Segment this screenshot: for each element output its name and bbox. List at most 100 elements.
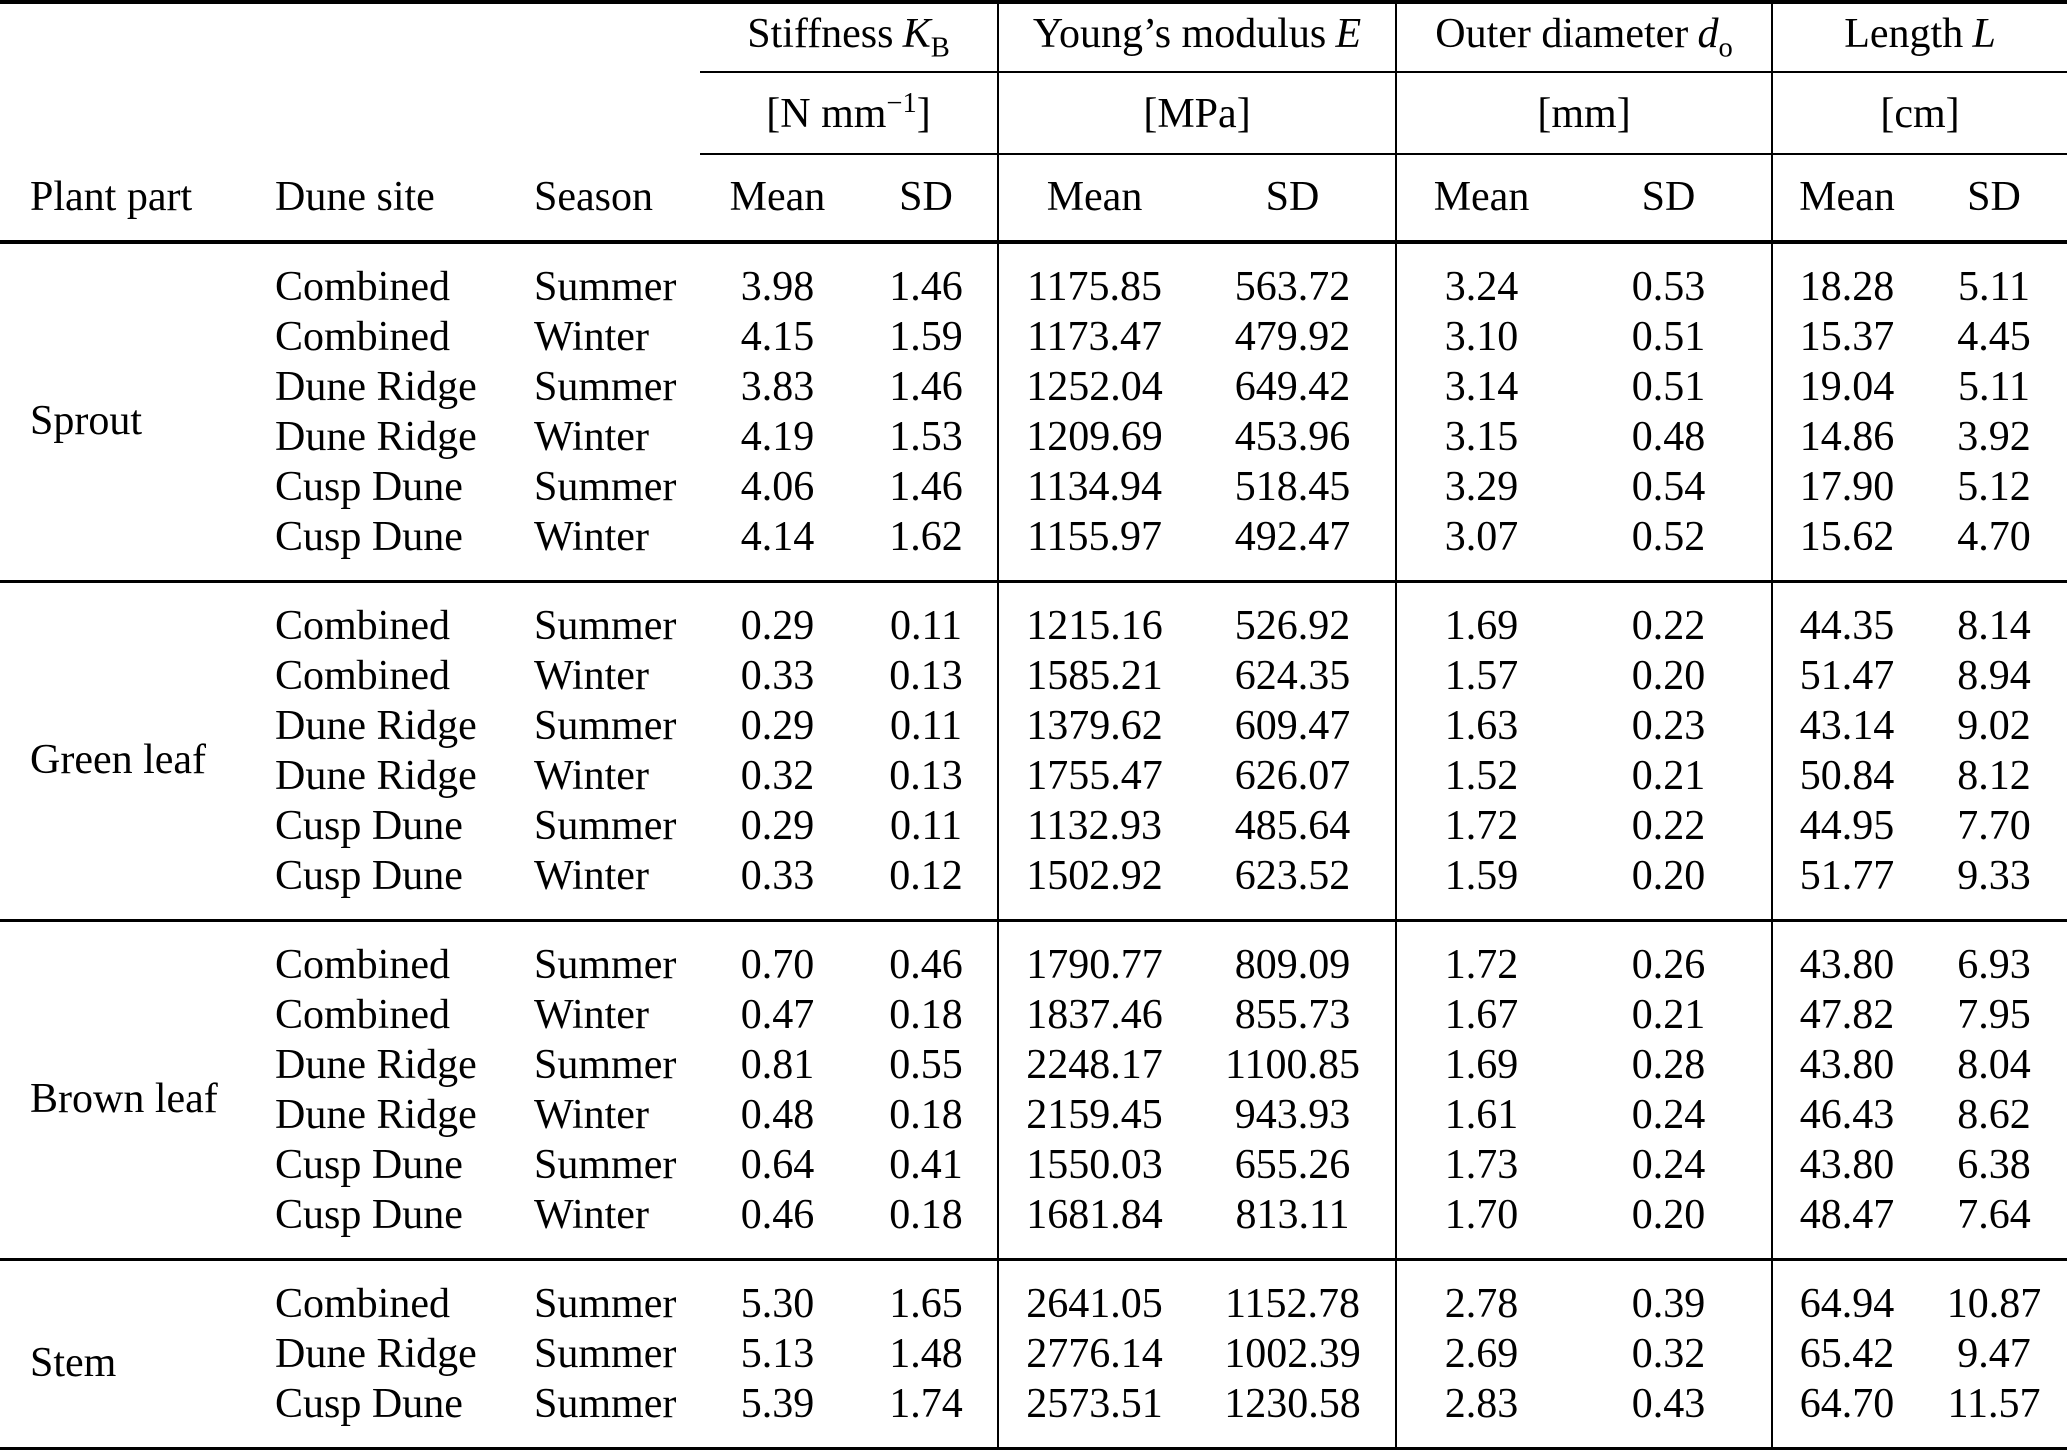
stiffness-sd-cell: 0.11 xyxy=(890,802,962,849)
youngs-sd-cell: 809.09 xyxy=(1190,919,1397,990)
youngs-mean-cell: 1252.04 xyxy=(997,362,1191,412)
dune-site-cell: Cusp Dune xyxy=(275,1191,463,1238)
table-row: Cusp Dune Winter 4.14 1.62 1155.97 492.47 3.07… xyxy=(0,512,2067,582)
diameter-sd-cell: 0.51 xyxy=(1631,313,1706,360)
stiffness-sd-cell: 0.41 xyxy=(889,1141,963,1188)
stiffness-mean-cell: 0.81 xyxy=(740,1041,815,1088)
diameter-sd-cell: 0.53 xyxy=(1631,263,1706,310)
diameter-mean-cell: 3.07 xyxy=(1395,512,1567,582)
plant-part-cell: Sprout xyxy=(30,397,143,444)
length-mean-cell: 43.80 xyxy=(1771,1140,1922,1190)
table-body: Sprout Combined Summer 3.98 1.46 1175.85 563.7… xyxy=(0,242,2067,1449)
stiffness-mean-cell: 5.13 xyxy=(740,1330,815,1377)
group-symbol-subscript: o xyxy=(1718,32,1733,64)
length-sd-cell: 9.02 xyxy=(1957,702,2031,749)
length-sd-cell: 4.45 xyxy=(1957,313,2031,360)
stiffness-sd-cell: 0.12 xyxy=(889,852,963,899)
length-sd-cell: 9.47 xyxy=(1957,1330,2031,1377)
diameter-mean-cell: 3.24 xyxy=(1395,242,1567,312)
table-row: Dune Ridge Winter 4.19 1.53 1209.69 453.96 3.1… xyxy=(0,412,2067,462)
diameter-mean-cell: 3.10 xyxy=(1395,312,1567,362)
season-cell: Winter xyxy=(534,1091,649,1138)
group-header-row: Stiffness KB Young’s modulus E Outer diame… xyxy=(0,2,2067,72)
length-mean-cell: 15.37 xyxy=(1771,312,1922,362)
youngs-mean-cell: 1134.94 xyxy=(997,462,1191,512)
diameter-mean-cell: 1.70 xyxy=(1395,1190,1567,1260)
youngs-mean-cell: 1209.69 xyxy=(997,412,1191,462)
column-header-sd: SD xyxy=(1566,153,1773,244)
youngs-mean-cell: 1585.21 xyxy=(997,651,1191,701)
season-cell: Winter xyxy=(534,752,649,799)
youngs-mean-cell: 1215.16 xyxy=(997,580,1191,651)
unit-text: mm xyxy=(1551,91,1617,138)
length-mean-cell: 14.86 xyxy=(1771,412,1922,462)
youngs-sd-cell: 1230.58 xyxy=(1224,1380,1361,1427)
unit-text: N mm xyxy=(780,91,887,138)
length-mean-cell: 51.77 xyxy=(1771,851,1922,921)
season-cell: Summer xyxy=(534,363,677,410)
plant-part-cell: Green leaf xyxy=(0,580,250,921)
table-row: Dune Ridge Winter 0.32 0.13 1755.47 626.07 1.5… xyxy=(0,751,2067,801)
stiffness-mean-cell: 0.46 xyxy=(740,1191,815,1238)
youngs-sd-cell: 453.96 xyxy=(1234,413,1351,460)
diameter-sd-cell: 0.39 xyxy=(1566,1258,1773,1329)
stiffness-sd-cell: 1.65 xyxy=(855,1258,999,1329)
stiffness-mean-cell: 4.14 xyxy=(740,513,815,560)
season-cell: Summer xyxy=(534,1141,677,1188)
diameter-mean-cell: 3.14 xyxy=(1395,362,1567,412)
season-cell: Summer xyxy=(534,802,677,849)
stiffness-sd-cell: 1.53 xyxy=(889,413,963,460)
length-sd-cell: 8.94 xyxy=(1957,652,2031,699)
youngs-sd-cell: 492.47 xyxy=(1234,513,1351,560)
diameter-sd-cell: 0.22 xyxy=(1631,802,1706,849)
unit-length: [cm] xyxy=(1771,71,2067,154)
diameter-sd-cell: 0.32 xyxy=(1631,1330,1706,1377)
season-cell: Summer xyxy=(520,1258,700,1329)
diameter-sd-cell: 0.24 xyxy=(1631,1091,1706,1138)
header-spacer xyxy=(0,2,700,72)
length-sd-cell: 8.14 xyxy=(1921,580,2067,651)
stiffness-sd-cell: 0.13 xyxy=(889,752,963,799)
group-symbol: K xyxy=(902,10,931,57)
dune-site-cell: Dune Ridge xyxy=(275,702,477,749)
column-header-mean: Mean xyxy=(700,153,855,244)
unit-bracket: ] xyxy=(916,91,931,138)
diameter-sd-cell: 0.26 xyxy=(1566,919,1773,990)
diameter-mean-cell: 1.61 xyxy=(1395,1090,1567,1140)
diameter-sd-cell: 0.43 xyxy=(1631,1380,1706,1427)
stiffness-sd-cell: 0.46 xyxy=(855,919,999,990)
unit-bracket: ] xyxy=(1236,91,1251,138)
season-cell: Winter xyxy=(534,852,649,899)
unit-bracket: [ xyxy=(766,91,781,138)
stiffness-sd-cell: 1.46 xyxy=(889,463,963,510)
youngs-sd-cell: 1002.39 xyxy=(1224,1330,1361,1377)
unit-stiffness: [N mm−1] xyxy=(700,71,999,154)
length-mean-cell: 44.95 xyxy=(1771,801,1922,851)
stiffness-sd-cell: 0.13 xyxy=(889,652,963,699)
stiffness-mean-cell: 5.39 xyxy=(740,1380,815,1427)
youngs-sd-cell: 609.47 xyxy=(1234,702,1351,749)
dune-site-cell: Cusp Dune xyxy=(275,463,463,510)
unit-text: MPa xyxy=(1157,91,1237,138)
season-cell: Summer xyxy=(534,702,677,749)
diameter-mean-cell: 2.83 xyxy=(1395,1379,1567,1449)
unit-bracket: [ xyxy=(1143,91,1158,138)
youngs-sd-cell: 623.52 xyxy=(1234,852,1351,899)
diameter-sd-cell: 0.20 xyxy=(1631,1191,1706,1238)
diameter-mean-cell: 1.72 xyxy=(1395,801,1567,851)
column-header-dune-site: Dune site xyxy=(250,154,520,244)
table-row: Cusp Dune Summer 0.64 0.41 1550.03 655.26 1.73… xyxy=(0,1140,2067,1190)
table-row: Dune Ridge Summer 0.29 0.11 1379.62 609.47 1.6… xyxy=(0,701,2067,751)
season-cell: Winter xyxy=(534,513,649,560)
table-row: Cusp Dune Winter 0.46 0.18 1681.84 813.11 1.70… xyxy=(0,1190,2067,1260)
group-header-youngs-modulus: Young’s modulus E xyxy=(997,2,1397,72)
length-sd-cell: 6.38 xyxy=(1957,1141,2031,1188)
dune-site-cell: Combined xyxy=(250,580,520,651)
season-cell: Winter xyxy=(534,652,649,699)
length-mean-cell: 51.47 xyxy=(1771,651,1922,701)
length-mean-cell: 17.90 xyxy=(1771,462,1922,512)
youngs-mean-cell: 2573.51 xyxy=(997,1379,1191,1449)
dune-site-cell: Dune Ridge xyxy=(275,1091,477,1138)
dune-site-cell: Combined xyxy=(275,991,450,1038)
diameter-mean-cell: 1.73 xyxy=(1395,1140,1567,1190)
